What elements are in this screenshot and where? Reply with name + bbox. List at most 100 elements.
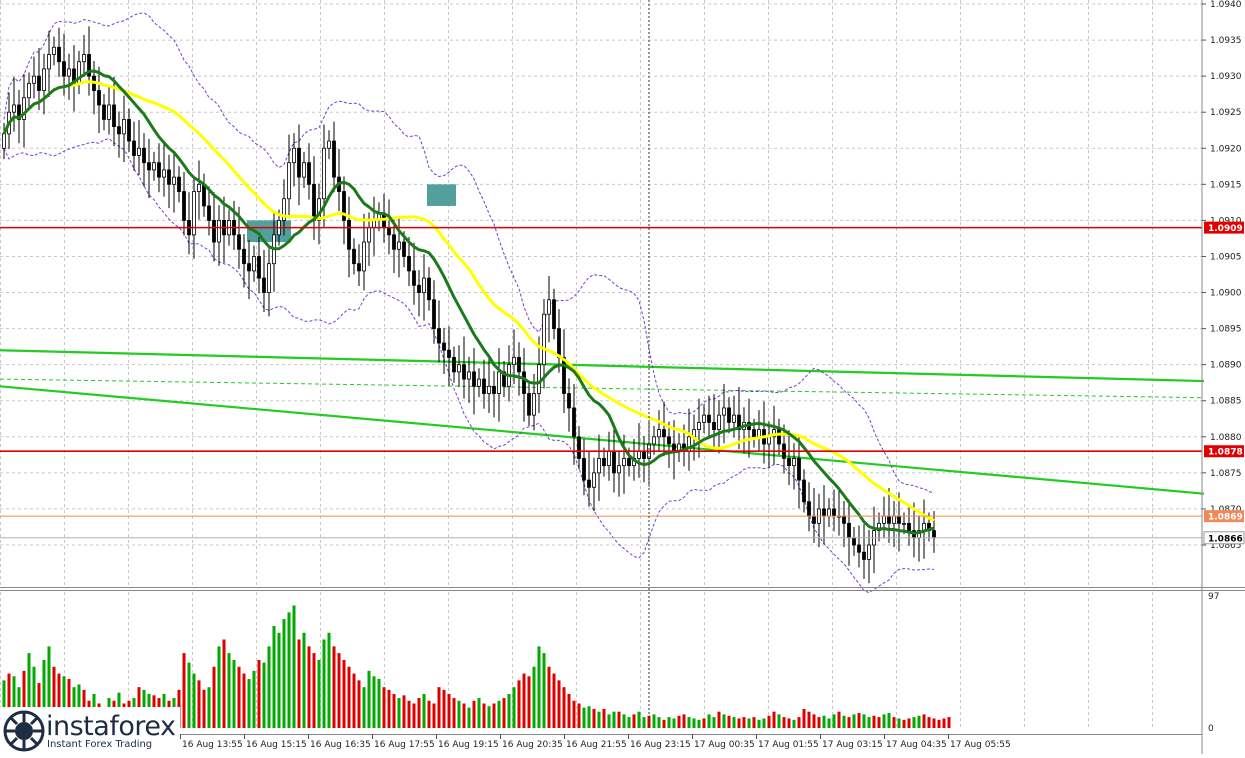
candle-body: [522, 371, 526, 394]
candle: [702, 404, 706, 434]
time-tick-label: 16 Aug 16:35: [310, 740, 371, 750]
candle: [342, 176, 346, 245]
candle-body: [752, 429, 756, 438]
time-tick-label: 17 Aug 05:55: [950, 740, 1011, 750]
candle-body: [877, 522, 881, 531]
candle: [242, 234, 246, 288]
candle: [122, 95, 126, 162]
candle-body: [587, 479, 591, 488]
candle: [362, 213, 366, 291]
candle-body: [47, 54, 51, 70]
time-tick-label: 17 Aug 03:15: [822, 740, 883, 750]
candle-body: [372, 219, 376, 229]
price-tick-label: 1.0935: [1210, 36, 1242, 46]
candle: [857, 525, 861, 568]
candle-body: [32, 75, 36, 84]
candle-body: [212, 219, 216, 243]
brand-name: instaforex: [46, 711, 176, 742]
candle-body: [437, 328, 441, 344]
candle: [542, 299, 546, 389]
price-tick-label: 1.0930: [1210, 72, 1242, 82]
candle-body: [702, 414, 706, 423]
candle: [357, 244, 361, 287]
candle-body: [12, 104, 16, 113]
candle-body: [192, 191, 196, 236]
candle-body: [367, 227, 371, 243]
candle: [297, 124, 301, 206]
candle-body: [52, 46, 56, 55]
candle-body: [252, 256, 256, 272]
candle-body: [697, 421, 701, 430]
candle-body: [182, 191, 186, 221]
candle-body: [717, 414, 721, 430]
candle-body: [172, 176, 176, 185]
candle: [307, 143, 311, 200]
candle: [657, 410, 661, 452]
price-tick-label: 1.0925: [1210, 108, 1242, 118]
candle: [132, 121, 136, 171]
candle: [802, 469, 806, 513]
candle-body: [572, 407, 576, 438]
highlight-zone: [427, 184, 456, 206]
candle: [47, 30, 51, 98]
envelope-lower-band: [3, 138, 935, 594]
candle: [147, 138, 151, 199]
candle-body: [362, 241, 366, 272]
candle-body: [287, 162, 291, 200]
candle-body: [282, 198, 286, 221]
moving-averages: [2, 69, 935, 535]
candle-body: [737, 414, 741, 430]
candle: [587, 451, 591, 507]
candle: [727, 397, 731, 434]
candle: [787, 430, 791, 486]
instaforex-logo: instaforex Instant Forex Trading: [0, 707, 180, 754]
candle-body: [502, 371, 506, 387]
candle-body: [237, 234, 241, 250]
candle: [457, 345, 461, 388]
candle-body: [552, 299, 556, 330]
candle-body: [67, 68, 71, 77]
logo-emblem-icon: [3, 710, 45, 752]
candle: [427, 267, 431, 311]
candles: [2, 26, 936, 584]
candle: [162, 141, 166, 197]
candle: [652, 425, 656, 455]
time-tick-label: 17 Aug 04:35: [886, 740, 947, 750]
candle-body: [807, 501, 811, 517]
candle-body: [932, 530, 936, 539]
candle: [327, 130, 331, 160]
candle: [392, 219, 396, 274]
candle: [617, 450, 621, 497]
time-tick-label: 16 Aug 15:15: [246, 740, 307, 750]
candle-body: [332, 140, 336, 178]
candle: [172, 153, 176, 213]
candle-body: [247, 263, 251, 272]
candle: [12, 76, 16, 132]
candle-body: [612, 450, 616, 474]
price-line-label: 1.0878: [1208, 448, 1243, 458]
candle-body: [567, 393, 571, 409]
candle-body: [542, 313, 546, 366]
candle-body: [402, 241, 406, 257]
candle-body: [887, 515, 891, 524]
candle-body: [217, 219, 221, 243]
candle: [482, 359, 486, 409]
candle-body: [847, 522, 851, 539]
candle: [602, 447, 606, 477]
price-tick-label: 1.0940: [1210, 0, 1242, 10]
price-tick-label: 1.0910: [1210, 216, 1242, 226]
candle-body: [667, 436, 671, 445]
candle-body: [322, 147, 326, 200]
candle-body: [152, 162, 156, 171]
candle: [527, 382, 531, 426]
candle-body: [17, 104, 21, 120]
candle-body: [592, 472, 596, 488]
price-tick-label: 1.0870: [1210, 505, 1242, 515]
candle: [547, 275, 551, 343]
candle-body: [267, 263, 271, 293]
candle: [552, 288, 556, 340]
candle-body: [257, 256, 261, 279]
candle-body: [87, 54, 91, 77]
candle-body: [822, 508, 826, 517]
